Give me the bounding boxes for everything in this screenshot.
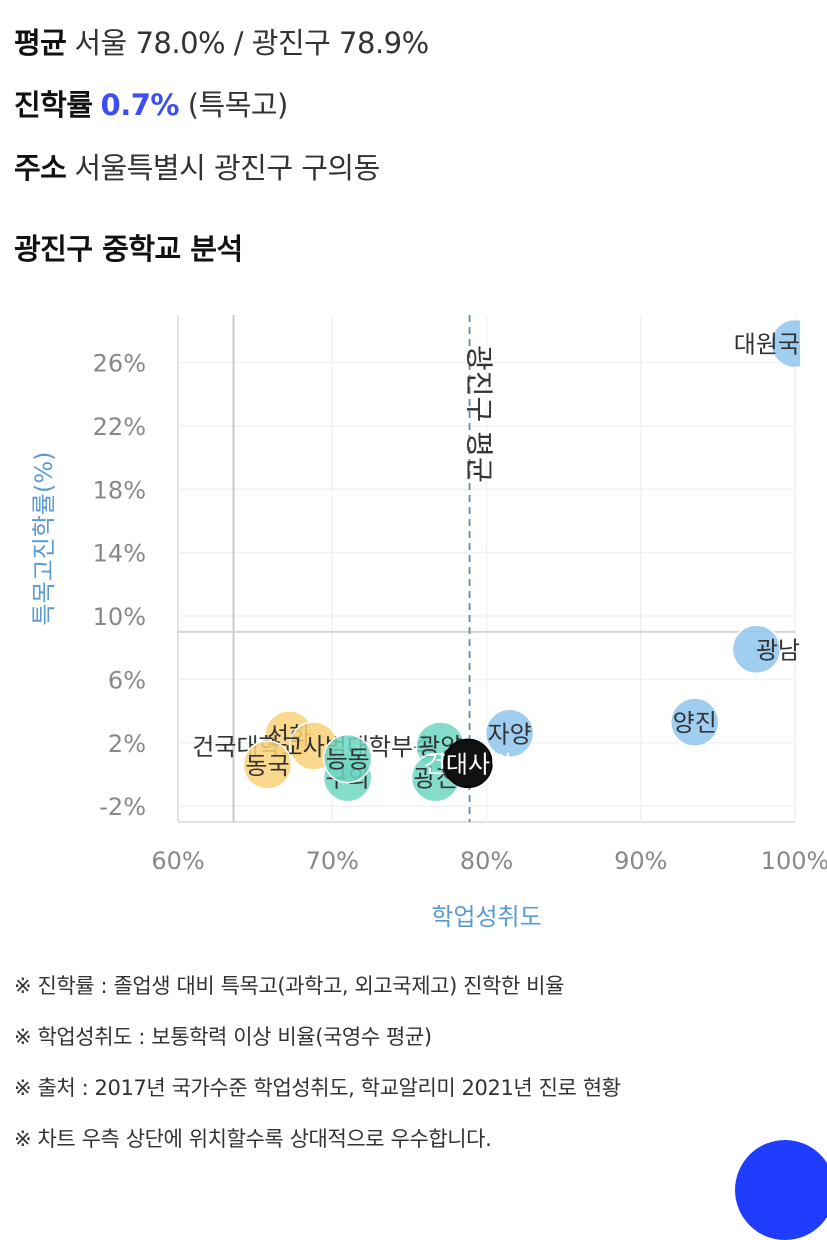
y-tick-label: -2% [99,793,146,821]
average-label: 평균 [14,26,67,60]
data-point-label: 동국 [245,752,289,780]
x-tick-label: 70% [306,847,359,875]
rate-label: 진학률 [14,88,93,122]
data-point [669,697,720,747]
summary-average: 평균 서울 78.0% / 광진구 78.9% [14,20,429,62]
rate-value: 0.7% [100,88,180,122]
gwangjin-average-label: 광진구 평균 [463,345,496,483]
y-tick-label: 14% [93,540,146,568]
rate-suffix: (특목고) [187,88,289,122]
section-title: 광진구 중학교 분석 [14,232,243,266]
data-point [443,738,493,789]
notes: ※ 진학률 : 졸업생 대비 특목고(과학고, 외고국제고) 진학한 비율 ※ … [14,966,621,1170]
y-tick-label: 22% [93,413,146,441]
data-point-label: 대원국 [734,331,800,359]
data-point [484,708,535,759]
y-tick-label: 26% [93,350,146,378]
y-tick-label: 10% [93,603,146,631]
note-achievement: ※ 학업성취도 : 보통학력 이상 비율(국영수 평균) [14,1025,432,1049]
data-point-label: 양진 [673,709,717,737]
note-source: ※ 출처 : 2017년 국가수준 학업성취도, 학교알리미 2021년 진로 … [14,1076,621,1100]
scatter-chart: -2% 2% 6% 10% 14% 18% 22% 26% 60% 70% 80% 90% 100% 광진… [30,315,827,931]
data-point-label: 건국대학교사범대학부속 [192,733,435,761]
y-tick-label: 6% [108,666,146,694]
y-tick-label: 2% [108,730,146,758]
data-point [731,624,782,675]
address-value: 서울특별시 광진구 구의동 [74,151,380,185]
note-position: ※ 차트 우측 상단에 위치할수록 상대적으로 우수합니다. [14,1127,492,1151]
data-point [770,318,800,369]
x-axis-title: 학업성취도 [431,903,541,931]
y-axis-title: 특목고진학률(%) [30,451,58,625]
x-tick-label: 60% [151,847,204,875]
average-value: 서울 78.0% / 광진구 78.9% [74,26,429,60]
summary-address: 주소 서울특별시 광진구 구의동 [14,145,380,187]
data-point-label: 자양 [488,720,532,748]
data-point [322,733,373,784]
x-tick-label: 80% [460,847,513,875]
x-tick-label: 90% [614,847,667,875]
data-point-label: 능동 [326,746,370,774]
data-point-label: 광남 [756,636,800,664]
note-rate: ※ 진학률 : 졸업생 대비 특목고(과학고, 외고국제고) 진학한 비율 [14,974,565,998]
address-label: 주소 [14,151,67,185]
y-tick-label: 18% [93,476,146,504]
data-point [242,740,293,790]
data-point-label: 건대사범 [424,750,512,778]
x-tick-label: 100% [761,847,827,875]
floating-action-button[interactable] [735,1140,827,1240]
summary-rate: 진학률 0.7% (특목고) [14,82,288,124]
